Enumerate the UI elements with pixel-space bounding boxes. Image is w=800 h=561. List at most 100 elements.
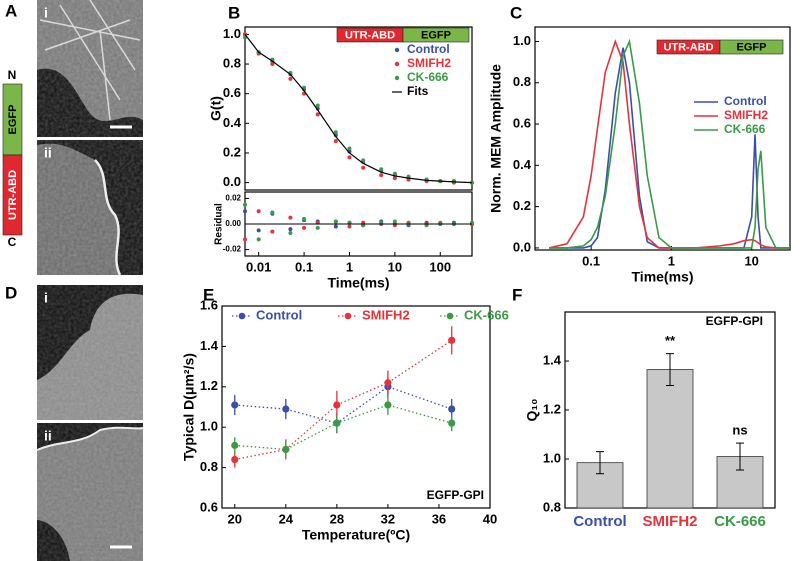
x-tick-label: 28 [330,511,344,526]
data-point [315,112,320,117]
data-point [448,419,456,427]
legend-label: CK-666 [464,307,509,322]
x-tick-label: 32 [381,511,395,526]
data-point [361,165,366,170]
x-tick-label: 1 [346,259,353,274]
data-point [231,401,239,409]
y-tick-label: 0.2 [513,198,531,213]
trend-line [234,404,452,451]
x-tick-label: 20 [228,511,242,526]
y-axis-label: Typical D(μm²/s) [181,353,197,461]
tag-label: EGFP [421,29,451,41]
legend-label: CK-666 [724,122,766,136]
y-tick-label: 1.0 [200,419,218,434]
data-point [333,219,338,224]
y-tick-label: 1.0 [543,450,561,465]
data-point [451,179,456,184]
annotation: EGFP-GPI [427,488,484,502]
data-point [288,215,293,220]
data-point [384,401,392,409]
x-axis-label: Time(ms) [632,269,694,285]
panel-label: E [203,285,214,304]
data-point [256,209,261,214]
data-point [333,139,338,144]
legend-label: SMIFH2 [724,108,768,122]
curve [549,38,790,249]
data-point [243,209,247,214]
tag-box [719,39,784,55]
data-point [270,210,275,215]
y-tick-label: 0.6 [513,115,531,130]
image-label: ii [44,428,52,444]
legend-label: SMIFH2 [407,56,451,70]
data-point [270,229,275,234]
data-point [470,180,474,185]
data-point [282,445,290,454]
legend-marker [238,312,246,320]
y-axis-label: Q₁₀ [524,399,540,422]
legend-label: Control [724,94,767,108]
tag-label: EGFP [737,41,767,53]
legend-label: Control [407,42,450,56]
tag-label: UTR-ABD [663,41,713,53]
y-axis-label: Norm. MEM Amplitude [488,64,504,213]
y-tick-label: 0.2 [223,144,241,159]
x-tick-label: 100 [429,259,451,274]
data-point [392,219,397,224]
y-tick-label: 0.0 [223,174,241,189]
domain-label: UTR-ABD [7,170,19,220]
data-point [448,336,456,344]
y-tick-label: 0.02 [225,194,241,203]
y-tick-label: 0.8 [513,74,531,89]
y-tick-label: 0.6 [200,499,218,514]
x-axis-label: Time(ms) [328,275,390,291]
data-point [302,216,307,221]
data-point [333,401,341,409]
panel-label: F [512,285,522,304]
category-label: CK-666 [714,513,766,530]
x-tick-label: 0.01 [246,259,271,274]
data-point [270,62,275,67]
micrograph-d [36,285,144,561]
y-tick-label: 0.4 [223,115,242,130]
data-point [302,225,307,230]
image-label: i [44,5,48,21]
x-tick-label: 10 [388,259,402,274]
x-tick-label: 40 [483,511,497,526]
micrograph-a [37,0,143,276]
data-point [392,171,397,176]
x-tick-label: 24 [279,511,294,526]
fit-line [244,34,473,184]
curve [549,47,790,249]
y-tick-label: 0.8 [223,55,241,70]
panel-label: A [5,1,17,20]
data-point [379,173,384,178]
annotation: EGFP-GPI [706,314,763,328]
bar [646,369,694,509]
domain-label: EGFP [7,105,19,135]
x-tick-label: 36 [432,511,446,526]
y-tick-label: 1.4 [543,352,562,367]
panel-label: D [5,283,17,302]
y-axis-label: G(t) [208,96,224,121]
x-tick-label: 1 [668,253,675,268]
y-tick-label: 1.6 [200,297,218,312]
data-point [333,419,341,427]
y-tick-label: 1.2 [200,378,218,393]
data-point [392,176,397,181]
data-point [333,130,338,135]
domain-box [2,154,23,236]
data-point [243,202,247,207]
panel-label: B [228,3,240,22]
legend-label: Fits [407,84,429,98]
y-tick-label: 0.8 [543,499,561,514]
x-tick-label: 0.1 [582,253,600,268]
data-point [243,237,247,242]
legend-label: SMIFH2 [362,307,410,322]
category-label: Control [573,513,626,530]
tag-label: UTR-ABD [345,29,395,41]
trend-line [234,386,452,424]
data-point [256,228,261,233]
terminus-label: C [8,235,17,249]
